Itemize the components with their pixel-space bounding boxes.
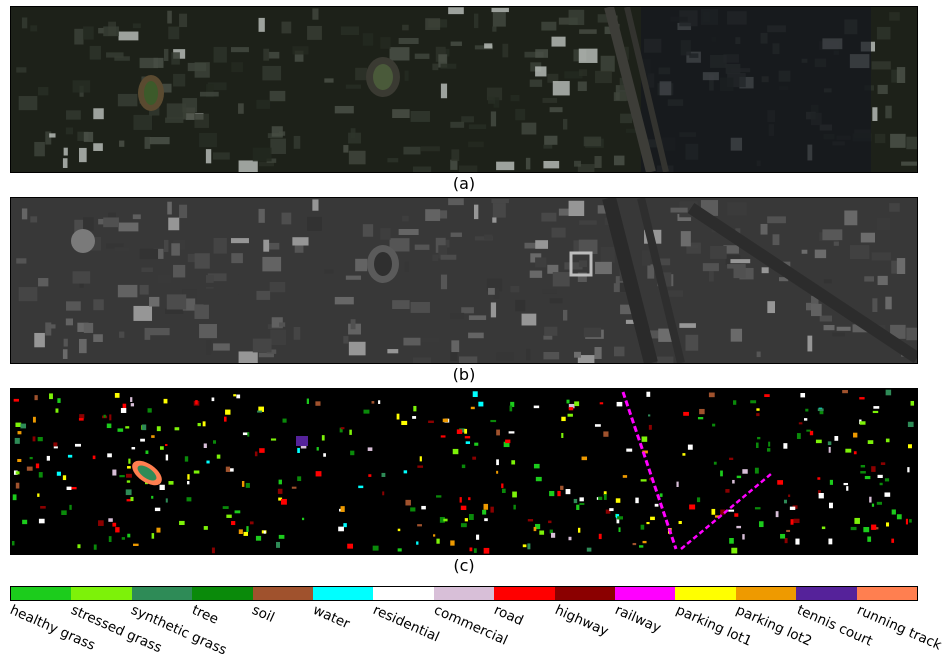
legend-label: soil (249, 602, 277, 626)
legend-swatch (735, 587, 797, 600)
legend-label: highway (552, 602, 611, 640)
aerial-image-panel (10, 6, 918, 173)
legend-label: railway (612, 602, 664, 637)
legend-swatch (615, 587, 676, 600)
legend-swatch (796, 587, 857, 600)
legend-swatch (494, 587, 555, 600)
legend-swatch (554, 587, 616, 600)
legend-swatch (373, 587, 434, 600)
legend-swatch (433, 587, 495, 600)
legend-swatch (131, 587, 193, 600)
ground-truth-map (11, 389, 917, 554)
legend-label: water (310, 602, 352, 633)
ground-truth-panel (10, 388, 918, 555)
legend-swatch (11, 587, 72, 600)
lidar-image (11, 198, 917, 363)
legend-swatch (675, 587, 736, 600)
legend-swatch (313, 587, 374, 600)
caption-a: (a) (452, 174, 476, 193)
legend-swatch (856, 587, 918, 600)
lidar-image-panel (10, 197, 918, 364)
legend-label: residential (370, 602, 442, 646)
legend-swatch (252, 587, 314, 600)
class-legend-colorbar (10, 586, 918, 601)
legend-swatch (71, 587, 132, 600)
legend-label: road (491, 602, 527, 629)
caption-b: (b) (452, 365, 476, 384)
legend-label: tree (189, 602, 221, 628)
caption-c: (c) (453, 556, 475, 575)
legend-swatch (192, 587, 253, 600)
aerial-image (11, 7, 917, 172)
